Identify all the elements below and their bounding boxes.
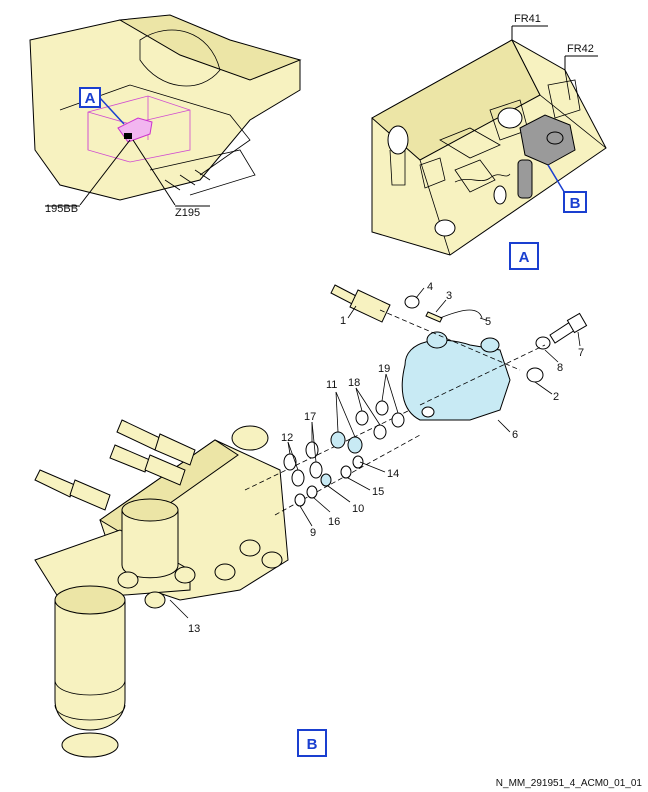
callout-b-box	[563, 191, 587, 213]
item-8-washer	[535, 336, 551, 350]
callout-11: 11	[326, 379, 337, 391]
callout-b-label: B	[570, 195, 581, 212]
item-6-cover	[401, 339, 511, 421]
callout-17: 17	[304, 411, 316, 423]
callout-6: 6	[512, 429, 518, 441]
view-a-label: A	[519, 249, 530, 266]
callout-8: 8	[557, 362, 563, 374]
label-fr41: FR41	[514, 13, 541, 25]
callout-4: 4	[427, 281, 433, 293]
part-callouts: 1 2 3 4 5 6 7 8 9 10 11 12 13	[169, 281, 584, 635]
view-a-label-box	[509, 242, 539, 270]
seal-stack	[283, 400, 405, 507]
label-195bb: 195BB	[45, 203, 78, 215]
callout-18: 18	[348, 377, 360, 389]
item-2-nut	[526, 367, 544, 383]
callout-3: 3	[446, 290, 452, 302]
item-4-washer	[404, 295, 420, 309]
callout-16: 16	[328, 516, 340, 528]
item-3-pin	[425, 311, 443, 323]
callout-9: 9	[310, 527, 316, 539]
callout-12: 12	[281, 432, 293, 444]
view-a: FR41 FR42 B A	[371, 13, 607, 270]
callout-7: 7	[578, 347, 584, 359]
callout-10: 10	[352, 503, 364, 515]
label-z195: Z195	[175, 207, 200, 219]
callout-19: 19	[378, 363, 390, 375]
callout-5: 5	[485, 316, 491, 328]
callout-a-label: A	[85, 90, 96, 107]
callout-a-box	[79, 87, 101, 108]
view-b-label-box	[297, 729, 327, 757]
callout-13: 13	[188, 623, 200, 635]
callout-15: 15	[372, 486, 384, 498]
item-13-fittings	[117, 539, 283, 609]
figure-id: N_MM_291951_4_ACM0_01_01	[496, 778, 643, 789]
callout-2: 2	[553, 391, 559, 403]
locator-view: A 195BB Z195	[29, 14, 302, 219]
callout-1: 1	[340, 315, 346, 327]
view-b-label: B	[307, 736, 318, 753]
label-fr42: FR42	[567, 43, 594, 55]
view-b: 1 2 3 4 5 6 7 8 9 10 11 12 13	[34, 281, 588, 758]
callout-14: 14	[387, 468, 399, 480]
